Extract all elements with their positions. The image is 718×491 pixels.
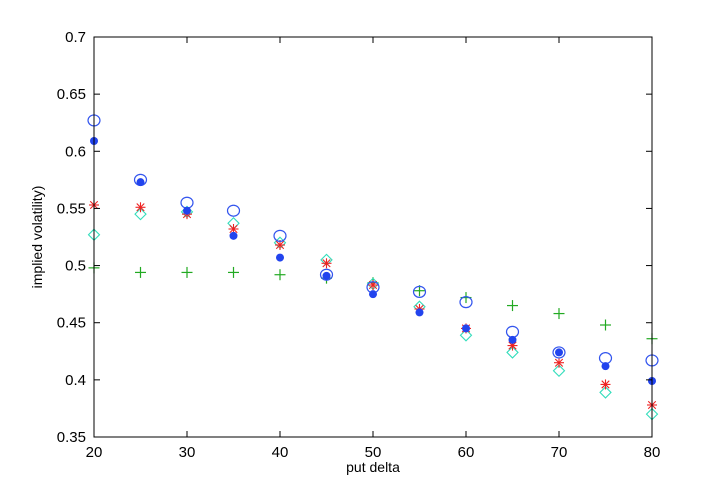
x-tick-label: 50 (365, 444, 382, 461)
data-point-plus (181, 266, 193, 278)
data-point-open-circle (319, 268, 334, 281)
data-point-asterisk (228, 224, 239, 234)
data-point-filled-circle (322, 271, 331, 280)
data-point-plus (135, 266, 146, 278)
data-point-diamond (599, 386, 612, 399)
data-point-asterisk (554, 357, 564, 368)
data-point-open-circle (226, 204, 241, 217)
data-point-filled-circle (369, 290, 377, 299)
data-point-open-circle (412, 285, 427, 298)
data-point-diamond (459, 329, 473, 342)
data-point-diamond (506, 346, 519, 359)
data-marks (87, 114, 659, 421)
axis-ticks: 20 30 40 50 60 70 80 0.35 0.4 0.45 0.5 0.55 0.6 0.65 0… (57, 29, 661, 461)
y-axis-label: implied volatility) (29, 186, 45, 289)
y-tick-label: 0.4 (65, 372, 86, 389)
data-point-plus (274, 269, 286, 281)
data-point-filled-circle (462, 324, 470, 333)
data-point-filled-circle (508, 335, 517, 344)
x-tick-label: 20 (86, 444, 103, 461)
data-point-plus (414, 285, 425, 297)
data-point-asterisk (321, 258, 332, 269)
y-tick-label: 0.35 (57, 429, 86, 446)
data-point-filled-circle (229, 231, 238, 240)
x-tick-label: 70 (551, 444, 568, 461)
data-point-diamond (134, 207, 147, 221)
x-tick-label: 30 (179, 444, 196, 461)
y-tick-label: 0.6 (65, 143, 86, 160)
data-point-asterisk (135, 202, 146, 213)
data-point-filled-circle (415, 308, 424, 317)
data-point-plus (228, 266, 239, 278)
data-point-plus (553, 308, 565, 320)
data-point-plus (600, 319, 611, 331)
data-point-plus (507, 300, 518, 312)
data-point-open-circle (459, 296, 473, 309)
data-point-filled-circle (555, 348, 563, 357)
data-point-filled-circle (601, 362, 610, 371)
data-point-open-circle (552, 346, 566, 359)
data-point-asterisk (600, 379, 611, 390)
data-point-filled-circle (136, 178, 145, 187)
data-point-filled-circle (183, 206, 191, 215)
data-point-open-circle (273, 229, 287, 242)
data-point-filled-circle (276, 253, 284, 262)
x-tick-label: 80 (644, 444, 661, 461)
data-point-diamond (552, 364, 566, 377)
y-tick-label: 0.55 (57, 200, 86, 217)
x-tick-label: 60 (458, 444, 475, 461)
y-tick-label: 0.45 (57, 315, 86, 332)
y-tick-label: 0.65 (57, 86, 86, 103)
y-tick-label: 0.7 (65, 29, 86, 46)
data-point-asterisk (507, 340, 518, 351)
x-axis-label: put delta (346, 459, 400, 475)
x-tick-label: 40 (272, 444, 289, 461)
y-tick-label: 0.5 (65, 258, 86, 275)
